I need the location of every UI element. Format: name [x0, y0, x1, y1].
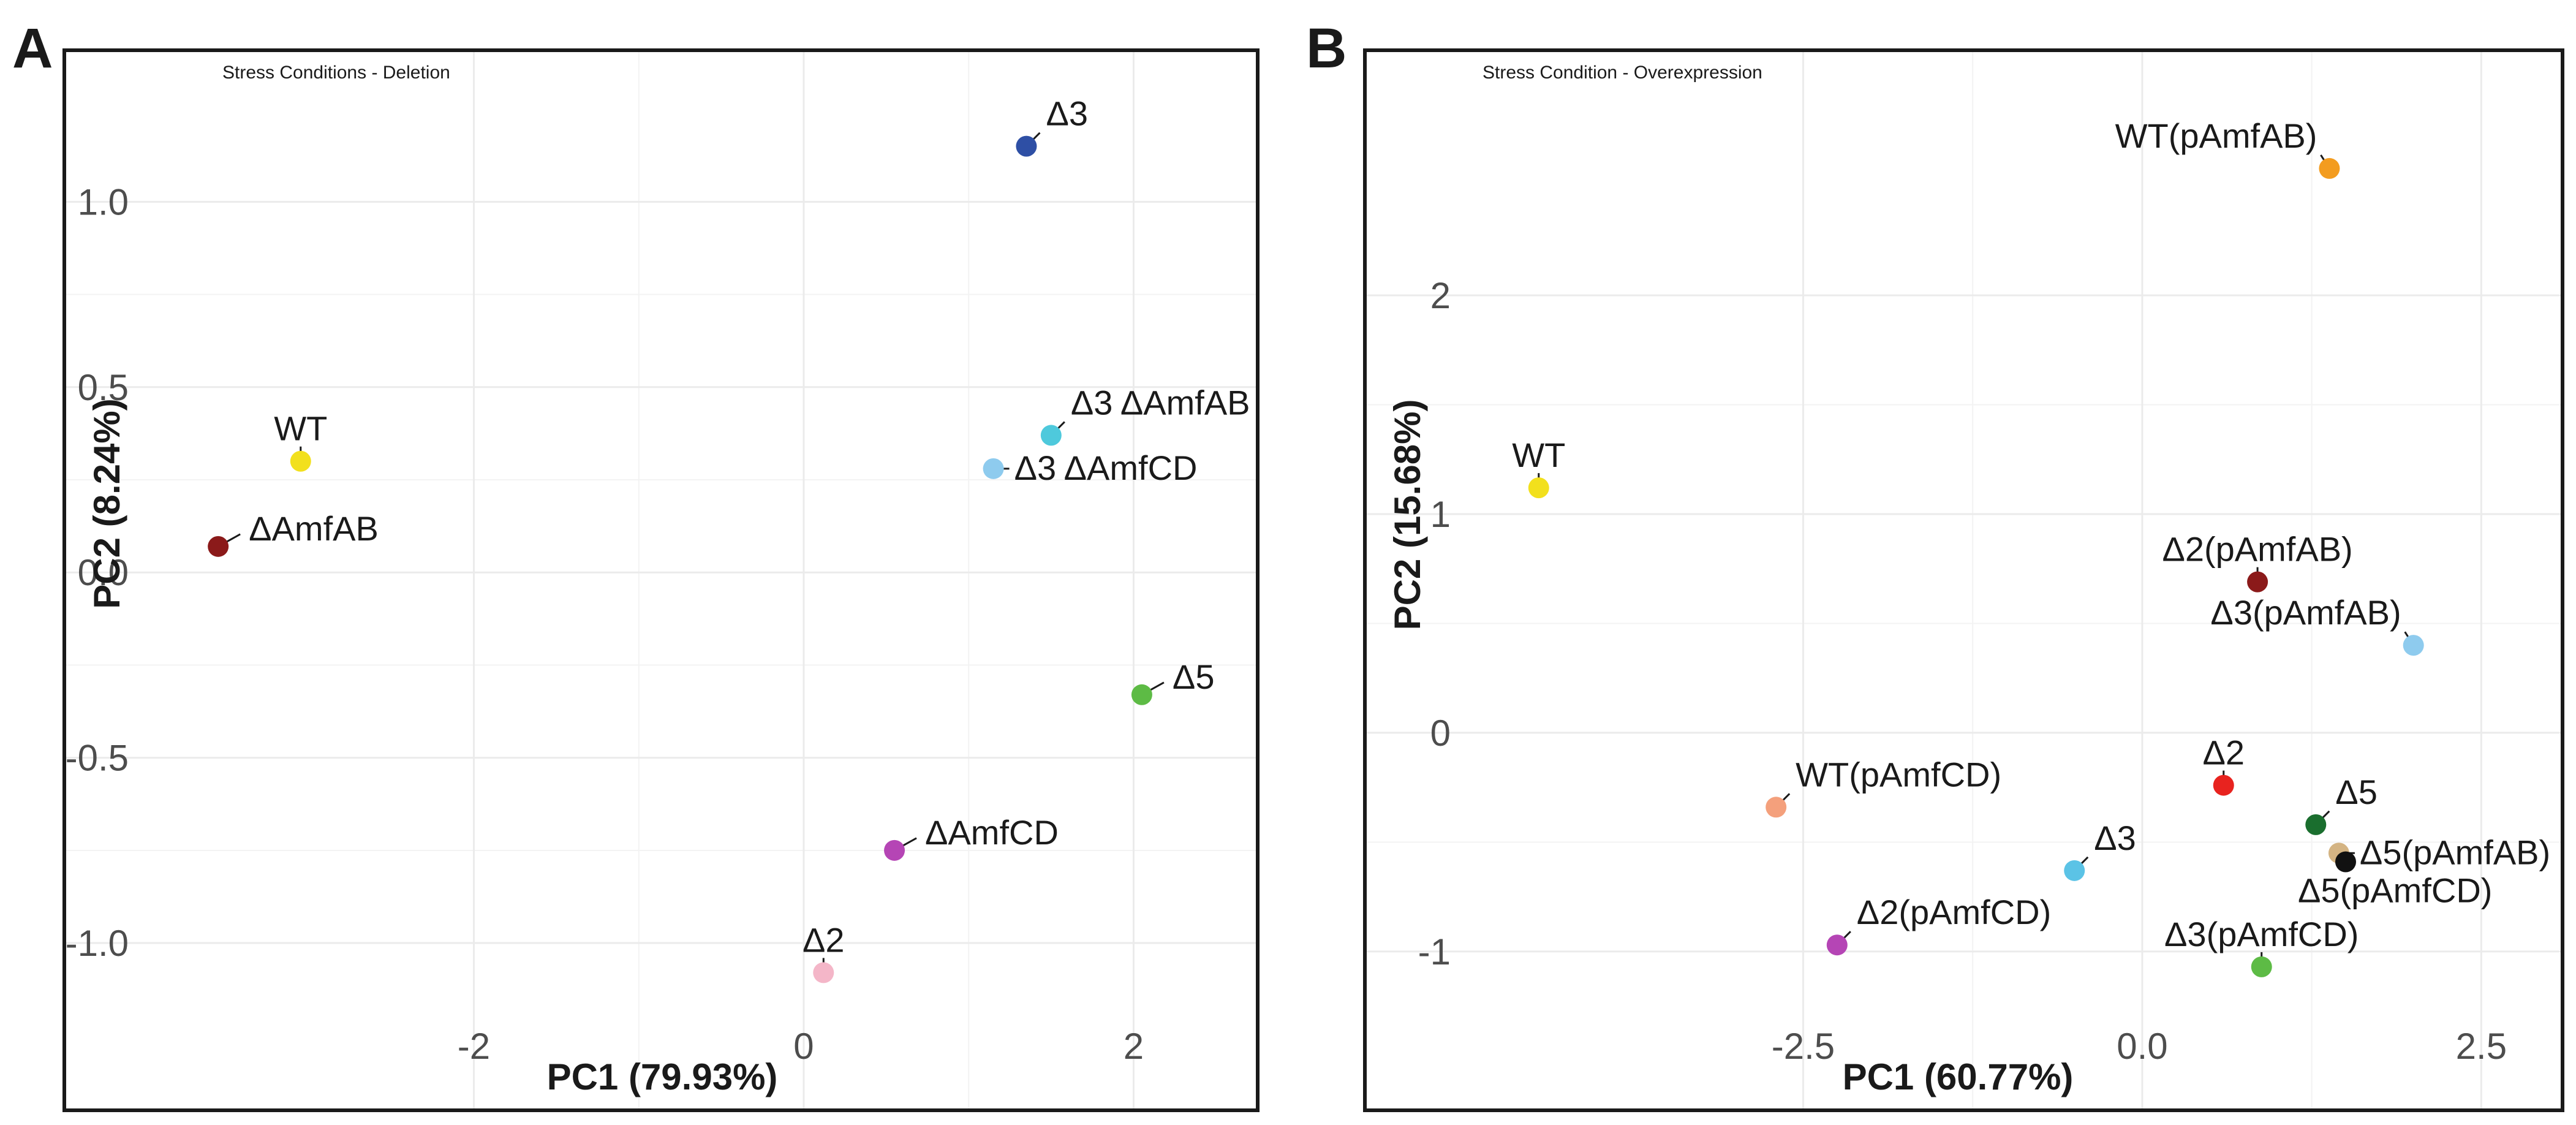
y-tick-label: 0.0 [78, 552, 129, 593]
data-point [983, 458, 1004, 479]
y-tick-label: 1.0 [78, 181, 129, 222]
panel-a-frame [62, 48, 1260, 1112]
x-tick-label: 0.0 [2117, 1026, 2167, 1067]
data-point [1766, 797, 1787, 818]
panel-a: A -2 0 2 -1.0 -0.5 0.0 0.5 1.0 WT ΔAmfAB Δ3 Δ3 ΔAm… [12, 17, 1260, 1112]
y-tick-label: 0.5 [78, 367, 129, 408]
panel-a-y-axis-title: PC2 (8.24%) [86, 398, 127, 608]
point-label: Δ3 [2094, 819, 2136, 857]
data-point [1016, 135, 1037, 157]
panel-b-points: WT(pAmfAB) WT Δ2(pAmfAB) Δ3(pAmfAB) Δ2 WT(pAm… [1512, 116, 2550, 977]
point-label: Δ2(pAmfAB) [2162, 530, 2352, 569]
data-point [2319, 157, 2340, 179]
data-point [2305, 814, 2327, 835]
panel-b-grid [1367, 52, 2561, 1108]
data-point [884, 839, 905, 861]
data-point [1131, 684, 1152, 705]
y-tick-label: 0 [1430, 713, 1451, 754]
point-label: Δ2(pAmfCD) [1857, 893, 2051, 931]
panel-b-frame [1363, 48, 2564, 1112]
x-tick-label: -2 [458, 1026, 490, 1067]
data-point [208, 536, 229, 557]
point-label: ΔAmfCD [925, 813, 1059, 852]
data-point [1826, 934, 1848, 956]
x-tick-label: -2.5 [1772, 1026, 1835, 1067]
panel-b-letter: B [1306, 17, 1347, 80]
point-label: Δ5(pAmfAB) [2360, 833, 2550, 871]
data-point [2064, 860, 2085, 881]
y-tick-label: 2 [1430, 275, 1451, 316]
point-label: Δ3(pAmfCD) [2164, 915, 2359, 953]
point-label: Δ2 [803, 920, 845, 959]
point-label: WT(pAmfCD) [1796, 755, 2001, 794]
panel-a-letter: A [12, 17, 53, 80]
data-point [2213, 775, 2234, 796]
data-point [1528, 477, 1549, 499]
y-tick-label: -1.0 [66, 923, 129, 964]
data-point [2335, 851, 2356, 873]
y-tick-label: -0.5 [66, 738, 129, 779]
panel-b: B -2.5 0.0 2.5 -1 0 1 2 WT(pAmfAB) WT Δ2(pAmfAB)… [1306, 17, 2564, 1112]
point-label: ΔAmfAB [249, 509, 379, 548]
point-label: Δ5 [2335, 773, 2378, 811]
data-point [290, 450, 311, 472]
point-label: Δ3 ΔAmfAB [1071, 383, 1250, 422]
panel-a-ticks: -2 0 2 -1.0 -0.5 0.0 0.5 1.0 [66, 181, 1144, 1067]
panel-a-x-axis-title: PC1 (79.93%) [547, 1056, 778, 1097]
y-tick-label: 1 [1430, 494, 1451, 535]
point-label: WT(pAmfAB) [2115, 116, 2317, 155]
x-tick-label: 2 [1124, 1026, 1144, 1067]
data-point [1040, 425, 1062, 446]
x-tick-label: 0 [793, 1026, 814, 1067]
panel-a-grid [66, 52, 1256, 1108]
panel-b-title: Stress Condition - Overexpression [1483, 63, 1762, 83]
point-label: Δ5 [1173, 657, 1215, 696]
panel-b-ticks: -2.5 0.0 2.5 -1 0 1 2 [1418, 275, 2507, 1067]
point-label: Δ3 [1046, 94, 1088, 133]
point-label: Δ3 ΔAmfCD [1014, 449, 1198, 487]
point-label: WT [274, 409, 327, 448]
point-label: Δ2 [2202, 733, 2245, 772]
data-point [2247, 571, 2268, 593]
data-point [2403, 635, 2424, 656]
panel-a-title: Stress Conditions - Deletion [222, 63, 450, 83]
data-point [813, 962, 834, 983]
x-tick-label: 2.5 [2456, 1026, 2507, 1067]
data-point [2251, 956, 2272, 977]
panel-a-points: WT ΔAmfAB Δ3 Δ3 ΔAmfAB Δ3 ΔAmfCD Δ5 ΔAmfCD Δ2 [208, 94, 1250, 983]
point-label: WT [1512, 436, 1565, 474]
panel-b-y-axis-title: PC2 (15.68%) [1387, 400, 1428, 631]
point-label: Δ3(pAmfAB) [2210, 593, 2401, 632]
panel-b-x-axis-title: PC1 (60.77%) [1843, 1056, 2074, 1097]
y-tick-label: -1 [1418, 931, 1451, 972]
point-label: Δ5(pAmfCD) [2298, 871, 2492, 910]
